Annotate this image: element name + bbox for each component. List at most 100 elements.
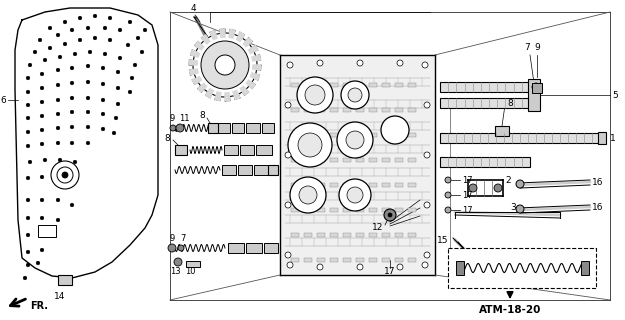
Circle shape — [26, 130, 30, 134]
Circle shape — [101, 82, 105, 86]
Text: 17: 17 — [462, 205, 472, 214]
Circle shape — [341, 81, 369, 109]
Circle shape — [424, 152, 430, 158]
Bar — [317, 83, 325, 87]
Bar — [440, 82, 530, 92]
Circle shape — [26, 233, 30, 237]
Bar — [395, 158, 403, 162]
Bar — [395, 258, 403, 262]
Circle shape — [298, 133, 322, 157]
Bar — [208, 123, 218, 133]
Circle shape — [70, 66, 74, 70]
Circle shape — [26, 263, 30, 267]
Bar — [408, 133, 416, 137]
Circle shape — [130, 76, 134, 80]
Bar — [238, 165, 252, 175]
Polygon shape — [191, 50, 199, 57]
Bar — [456, 261, 464, 275]
Bar — [369, 208, 377, 212]
Bar — [408, 158, 416, 162]
Circle shape — [88, 50, 92, 54]
Circle shape — [136, 36, 140, 40]
Polygon shape — [210, 30, 217, 40]
Bar — [440, 157, 530, 167]
Bar — [408, 83, 416, 87]
Circle shape — [57, 167, 73, 183]
Bar — [330, 108, 338, 112]
Circle shape — [40, 128, 44, 132]
Circle shape — [40, 233, 44, 237]
Circle shape — [287, 262, 293, 268]
Bar — [330, 158, 338, 162]
Bar — [440, 98, 530, 108]
Circle shape — [63, 42, 67, 46]
Circle shape — [285, 202, 291, 208]
Circle shape — [38, 38, 42, 42]
Circle shape — [469, 184, 477, 192]
Circle shape — [445, 207, 451, 213]
Circle shape — [40, 86, 44, 90]
Circle shape — [56, 218, 60, 222]
Bar — [304, 83, 312, 87]
Circle shape — [93, 14, 97, 18]
Circle shape — [118, 56, 122, 60]
Circle shape — [381, 116, 409, 144]
Bar — [232, 123, 244, 133]
Bar — [356, 183, 364, 187]
Polygon shape — [237, 32, 244, 42]
Circle shape — [126, 43, 130, 47]
Bar — [532, 83, 542, 93]
Polygon shape — [206, 89, 213, 98]
Circle shape — [26, 76, 30, 80]
Circle shape — [63, 20, 67, 24]
Polygon shape — [251, 73, 259, 80]
Bar — [38, 225, 56, 237]
Bar — [224, 145, 238, 155]
Bar — [495, 126, 509, 136]
Circle shape — [103, 26, 107, 30]
Bar — [343, 158, 351, 162]
Bar — [304, 183, 312, 187]
Text: 11: 11 — [179, 114, 189, 123]
Bar — [448, 248, 596, 288]
Bar — [246, 243, 262, 253]
Circle shape — [170, 125, 176, 131]
Text: FR.: FR. — [30, 301, 48, 311]
Circle shape — [339, 179, 371, 211]
Bar — [369, 83, 377, 87]
Circle shape — [40, 142, 44, 146]
Circle shape — [384, 209, 396, 221]
Circle shape — [143, 28, 147, 32]
Circle shape — [86, 125, 90, 129]
Circle shape — [285, 152, 291, 158]
Bar — [369, 183, 377, 187]
Polygon shape — [189, 69, 198, 75]
Bar — [291, 108, 299, 112]
Circle shape — [40, 114, 44, 118]
Bar — [369, 258, 377, 262]
Circle shape — [287, 62, 293, 68]
Polygon shape — [189, 60, 198, 65]
Circle shape — [56, 83, 60, 87]
Circle shape — [70, 81, 74, 85]
Circle shape — [43, 158, 47, 162]
Bar — [356, 133, 364, 137]
Text: 2: 2 — [505, 175, 511, 185]
Circle shape — [36, 261, 40, 265]
Bar — [330, 208, 338, 212]
Bar — [218, 123, 230, 133]
Bar — [291, 133, 299, 137]
Circle shape — [43, 58, 47, 62]
Circle shape — [285, 252, 291, 258]
Circle shape — [33, 50, 37, 54]
Text: 10: 10 — [185, 268, 195, 276]
Bar — [395, 108, 403, 112]
Text: 6: 6 — [0, 95, 6, 105]
Circle shape — [56, 112, 60, 116]
Circle shape — [70, 125, 74, 129]
Circle shape — [78, 16, 82, 20]
Text: 4: 4 — [190, 4, 196, 13]
Circle shape — [178, 245, 184, 251]
Polygon shape — [195, 41, 204, 50]
Text: 17: 17 — [462, 175, 472, 185]
